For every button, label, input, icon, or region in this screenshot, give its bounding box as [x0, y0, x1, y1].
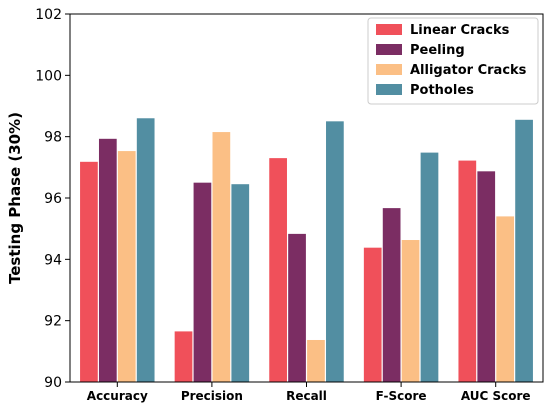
legend-label-alligator-cracks: Alligator Cracks — [410, 63, 527, 78]
x-tick-label: AUC Score — [461, 389, 531, 403]
bar-potholes-precision — [231, 184, 250, 382]
bar-alligator-cracks-auc-score — [496, 216, 515, 382]
y-tick-label: 102 — [35, 7, 62, 23]
legend-swatch-alligator-cracks — [376, 64, 402, 75]
bar-alligator-cracks-f-score — [401, 240, 420, 382]
bar-peeling-accuracy — [98, 138, 117, 382]
bar-linear-cracks-precision — [174, 331, 193, 382]
y-tick-label: 90 — [44, 375, 62, 391]
bar-peeling-precision — [193, 182, 212, 382]
x-tick-label: F-Score — [376, 389, 427, 403]
y-tick-label: 94 — [44, 252, 62, 268]
bar-potholes-accuracy — [136, 118, 155, 383]
bar-peeling-f-score — [382, 208, 401, 382]
bar-alligator-cracks-precision — [212, 132, 231, 382]
legend-label-peeling: Peeling — [410, 43, 465, 58]
bar-potholes-recall — [326, 121, 344, 382]
bar-peeling-auc-score — [477, 171, 496, 382]
bar-linear-cracks-recall — [269, 158, 287, 382]
y-tick-label: 92 — [44, 314, 62, 330]
legend-swatch-potholes — [376, 84, 402, 95]
legend-label-linear-cracks: Linear Cracks — [410, 23, 510, 38]
axes-layer: 90 92 94 96 98 100 102 Accuracy Precision Recall F… — [35, 7, 544, 403]
bar-potholes-f-score — [420, 152, 439, 382]
y-tick-label: 98 — [44, 130, 62, 146]
y-axis-title: Testing Phase (30%) — [6, 112, 24, 284]
legend-swatch-peeling — [376, 44, 402, 55]
legend-box — [367, 17, 539, 105]
x-tick-label: Accuracy — [87, 389, 148, 403]
bar-linear-cracks-f-score — [363, 247, 382, 382]
y-tick-label: 100 — [35, 68, 62, 84]
legend-label-potholes: Potholes — [410, 83, 474, 98]
bar-peeling-recall — [288, 233, 306, 382]
bar-alligator-cracks-recall — [307, 339, 325, 382]
legend-swatch-linear-cracks — [376, 24, 402, 35]
bar-linear-cracks-auc-score — [458, 160, 477, 382]
bar-potholes-auc-score — [515, 119, 533, 383]
y-tick-label: 96 — [44, 191, 62, 207]
bars-layer — [80, 118, 533, 383]
x-tick-label: Precision — [181, 389, 243, 403]
bar-linear-cracks-accuracy — [80, 161, 98, 382]
legend: Linear Cracks Peeling Alligator Cracks Poth… — [367, 17, 539, 105]
x-tick-label: Recall — [286, 389, 327, 403]
bar-alligator-cracks-accuracy — [117, 151, 136, 382]
